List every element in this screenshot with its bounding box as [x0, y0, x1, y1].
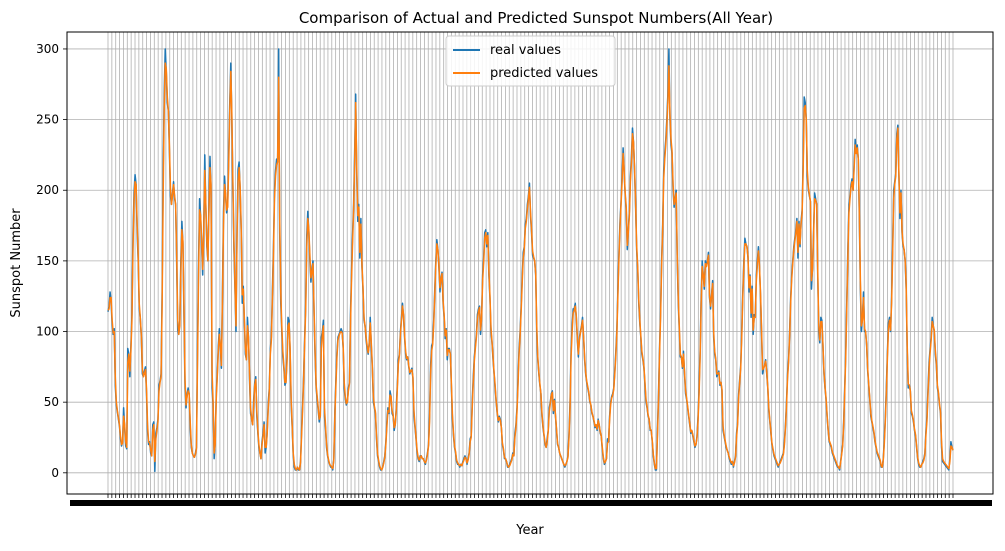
- legend-label-predicted: predicted values: [490, 66, 598, 81]
- y-axis-label: Sunspot Number: [9, 208, 24, 318]
- series-layer: [107, 48, 954, 473]
- grid-layer: [67, 32, 993, 494]
- y-tick-label: 250: [36, 113, 59, 127]
- y-tick-label: 200: [36, 183, 59, 197]
- y-tick-label: 300: [36, 42, 59, 56]
- y-tick-label: 100: [36, 325, 59, 339]
- chart-legend: real values predicted values: [445, 35, 616, 87]
- plot-frame: [66, 31, 994, 495]
- predicted-values-line: [107, 62, 954, 471]
- y-tick-label: 0: [51, 466, 59, 480]
- legend-box: [445, 35, 616, 87]
- legend-label-real: real values: [490, 43, 561, 58]
- y-tick-label: 50: [44, 395, 59, 409]
- y-axis: 0 50 100 150 200 250 300: [36, 42, 67, 480]
- x-axis: [70, 494, 992, 506]
- y-tick-label: 150: [36, 254, 59, 268]
- x-axis-label: Year: [515, 523, 544, 538]
- x-tick-labels-overlap: [70, 500, 992, 506]
- chart-title: Comparison of Actual and Predicted Sunsp…: [299, 9, 773, 27]
